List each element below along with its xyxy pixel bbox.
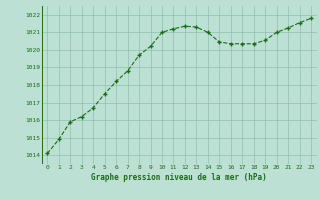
X-axis label: Graphe pression niveau de la mer (hPa): Graphe pression niveau de la mer (hPa) — [91, 173, 267, 182]
